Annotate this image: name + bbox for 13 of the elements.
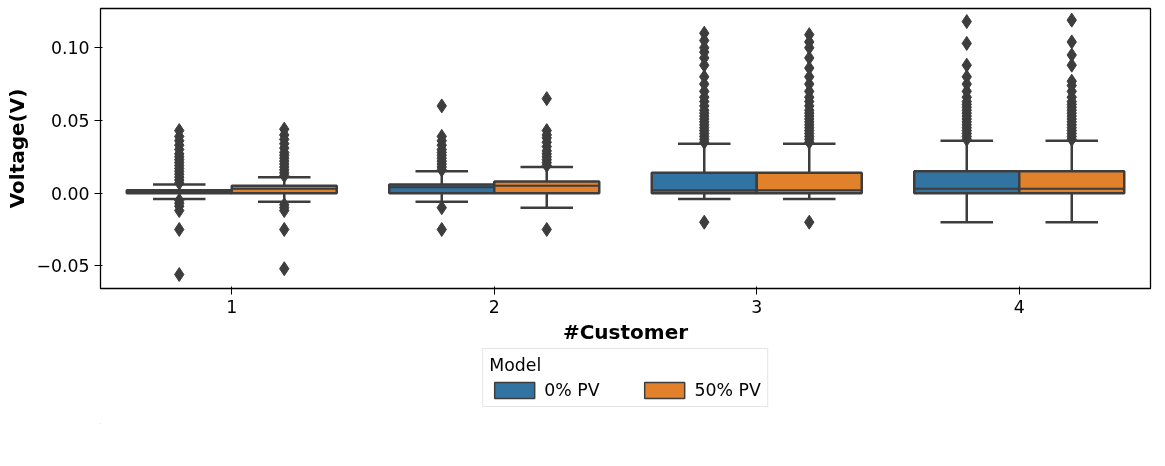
y-axis-title: Voltage(V)	[5, 88, 30, 209]
y-tick-label: 0.10	[50, 38, 90, 59]
legend-title: Model	[489, 355, 543, 375]
x-axis-title: #Customer	[562, 319, 689, 344]
y-tick-label: 0.00	[50, 183, 90, 204]
legend-label: 0% PV	[544, 380, 600, 400]
x-tick-label: 1	[226, 296, 238, 317]
y-tick-label: 0.05	[50, 110, 90, 131]
x-tick-label: 3	[751, 296, 763, 317]
x-tick-label: 2	[488, 296, 500, 317]
x-tick-label: 4	[1013, 296, 1025, 317]
legend-label: 50% PV	[694, 380, 761, 400]
y-tick-label: −0.05	[36, 256, 90, 277]
